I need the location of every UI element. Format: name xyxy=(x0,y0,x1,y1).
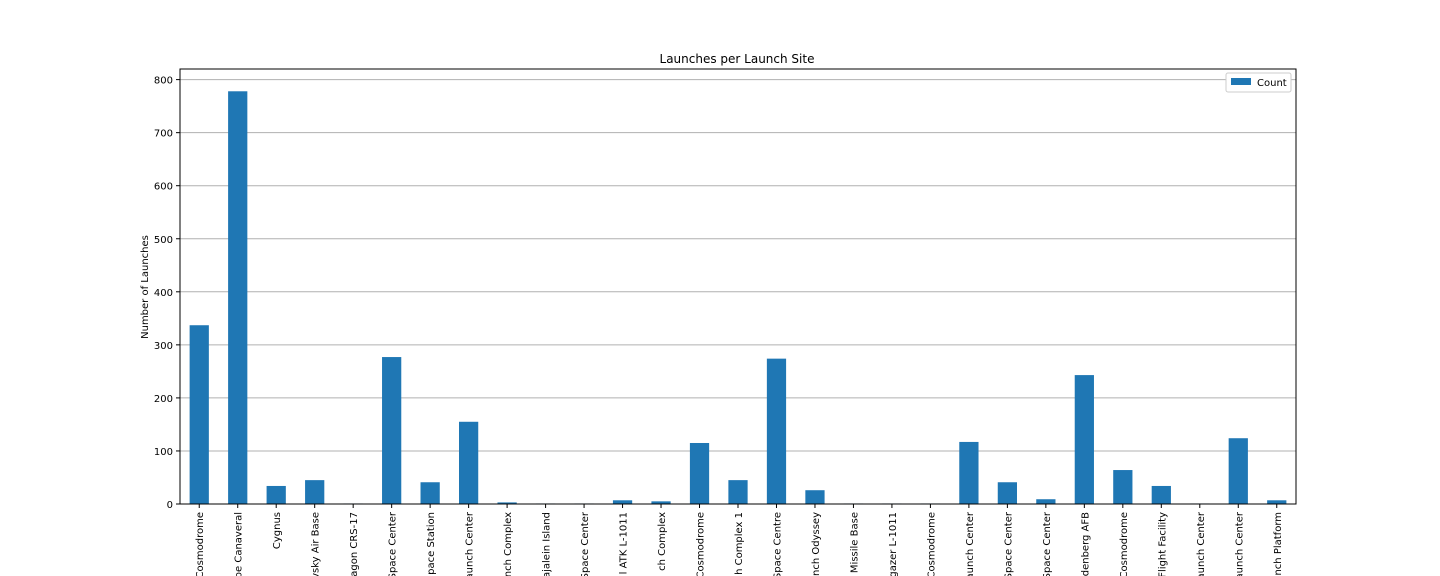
x-tick-label: pace Station xyxy=(426,512,437,575)
x-tick-label: Cygnus xyxy=(272,512,283,549)
bar xyxy=(1074,375,1094,504)
bar xyxy=(459,421,479,504)
bar xyxy=(420,482,440,504)
x-tick-label: Space Center xyxy=(388,511,399,576)
x-tick-label: Space Center xyxy=(1042,511,1053,576)
x-tick-label: Cosmodrome xyxy=(696,512,707,576)
legend-label: Count xyxy=(1257,78,1287,89)
x-tick-label: nch Complex xyxy=(503,512,514,576)
bar xyxy=(959,441,979,504)
bar xyxy=(651,501,671,504)
bar xyxy=(382,357,402,504)
bar xyxy=(612,500,633,504)
y-axis-ticks: 0 100 200 300 400 500 600 700 800 xyxy=(154,76,180,511)
gridlines xyxy=(180,79,1296,505)
bar xyxy=(497,502,517,504)
y-tick-label: 200 xyxy=(154,394,173,405)
x-tick-label: Flight Facility xyxy=(1157,512,1168,576)
x-tick-label: pe Canaveral xyxy=(234,512,245,576)
y-tick-label: 100 xyxy=(154,447,173,458)
bar xyxy=(1113,470,1133,504)
y-tick-label: 0 xyxy=(167,500,173,511)
bar xyxy=(305,480,325,504)
y-tick-label: 500 xyxy=(154,235,173,246)
bar xyxy=(266,485,286,504)
y-tick-label: 800 xyxy=(154,76,173,87)
x-tick-label: ajalein Island xyxy=(542,512,553,576)
bar xyxy=(228,91,248,504)
x-tick-label: Space Centre xyxy=(772,512,783,576)
x-tick-label: denberg AFB xyxy=(1080,512,1091,576)
x-tick-label: Cosmodrome xyxy=(926,512,937,576)
legend-swatch xyxy=(1231,78,1251,85)
x-tick-label: aunch Center xyxy=(465,511,476,576)
x-tick-label: Cosmodrome xyxy=(195,512,206,576)
bars xyxy=(189,91,1287,505)
x-tick-label: agon CRS-17 xyxy=(349,512,360,576)
x-tick-label: l ATK L-1011 xyxy=(619,512,630,574)
y-axis-label: Number of Launches xyxy=(140,235,151,339)
y-tick-label: 300 xyxy=(154,341,173,352)
bar xyxy=(766,358,787,504)
legend: Count xyxy=(1225,72,1292,93)
bar xyxy=(805,490,825,504)
plot-frame xyxy=(179,68,1297,505)
y-tick-label: 400 xyxy=(154,288,173,299)
x-tick-label: aunch Center xyxy=(1196,511,1207,576)
x-tick-label: aunch Center xyxy=(1234,511,1245,576)
x-tick-label: gazer L-1011 xyxy=(888,512,899,576)
x-tick-label: Space Center xyxy=(1003,511,1014,576)
x-tick-label: aunch Center xyxy=(965,511,976,576)
bar xyxy=(689,442,710,504)
bar xyxy=(728,480,748,504)
y-tick-label: 700 xyxy=(154,129,173,140)
y-tick-label: 600 xyxy=(154,182,173,193)
x-tick-label: nch Odyssey xyxy=(811,512,822,576)
x-tick-label: ch Complex xyxy=(657,512,668,571)
bar xyxy=(1151,485,1171,504)
x-tick-label: Missile Base xyxy=(849,512,860,573)
x-tick-label: h Complex 1 xyxy=(734,512,745,575)
legend-box xyxy=(1225,72,1292,93)
bar xyxy=(1036,499,1056,504)
x-tick-label: nch Platform xyxy=(1273,512,1284,576)
bar xyxy=(1267,500,1287,504)
x-tick-label: Space Center xyxy=(580,511,591,576)
bar xyxy=(997,482,1017,504)
bar xyxy=(189,325,209,504)
chart-title: Launches per Launch Site xyxy=(660,52,815,66)
bar xyxy=(1228,438,1248,504)
x-axis-ticks: Cosmodrome pe Canaveral Cygnus vsky Air Bas… xyxy=(195,504,1284,576)
x-tick-label: vsky Air Base xyxy=(311,512,322,576)
x-tick-label: Cosmodrome xyxy=(1119,512,1130,576)
